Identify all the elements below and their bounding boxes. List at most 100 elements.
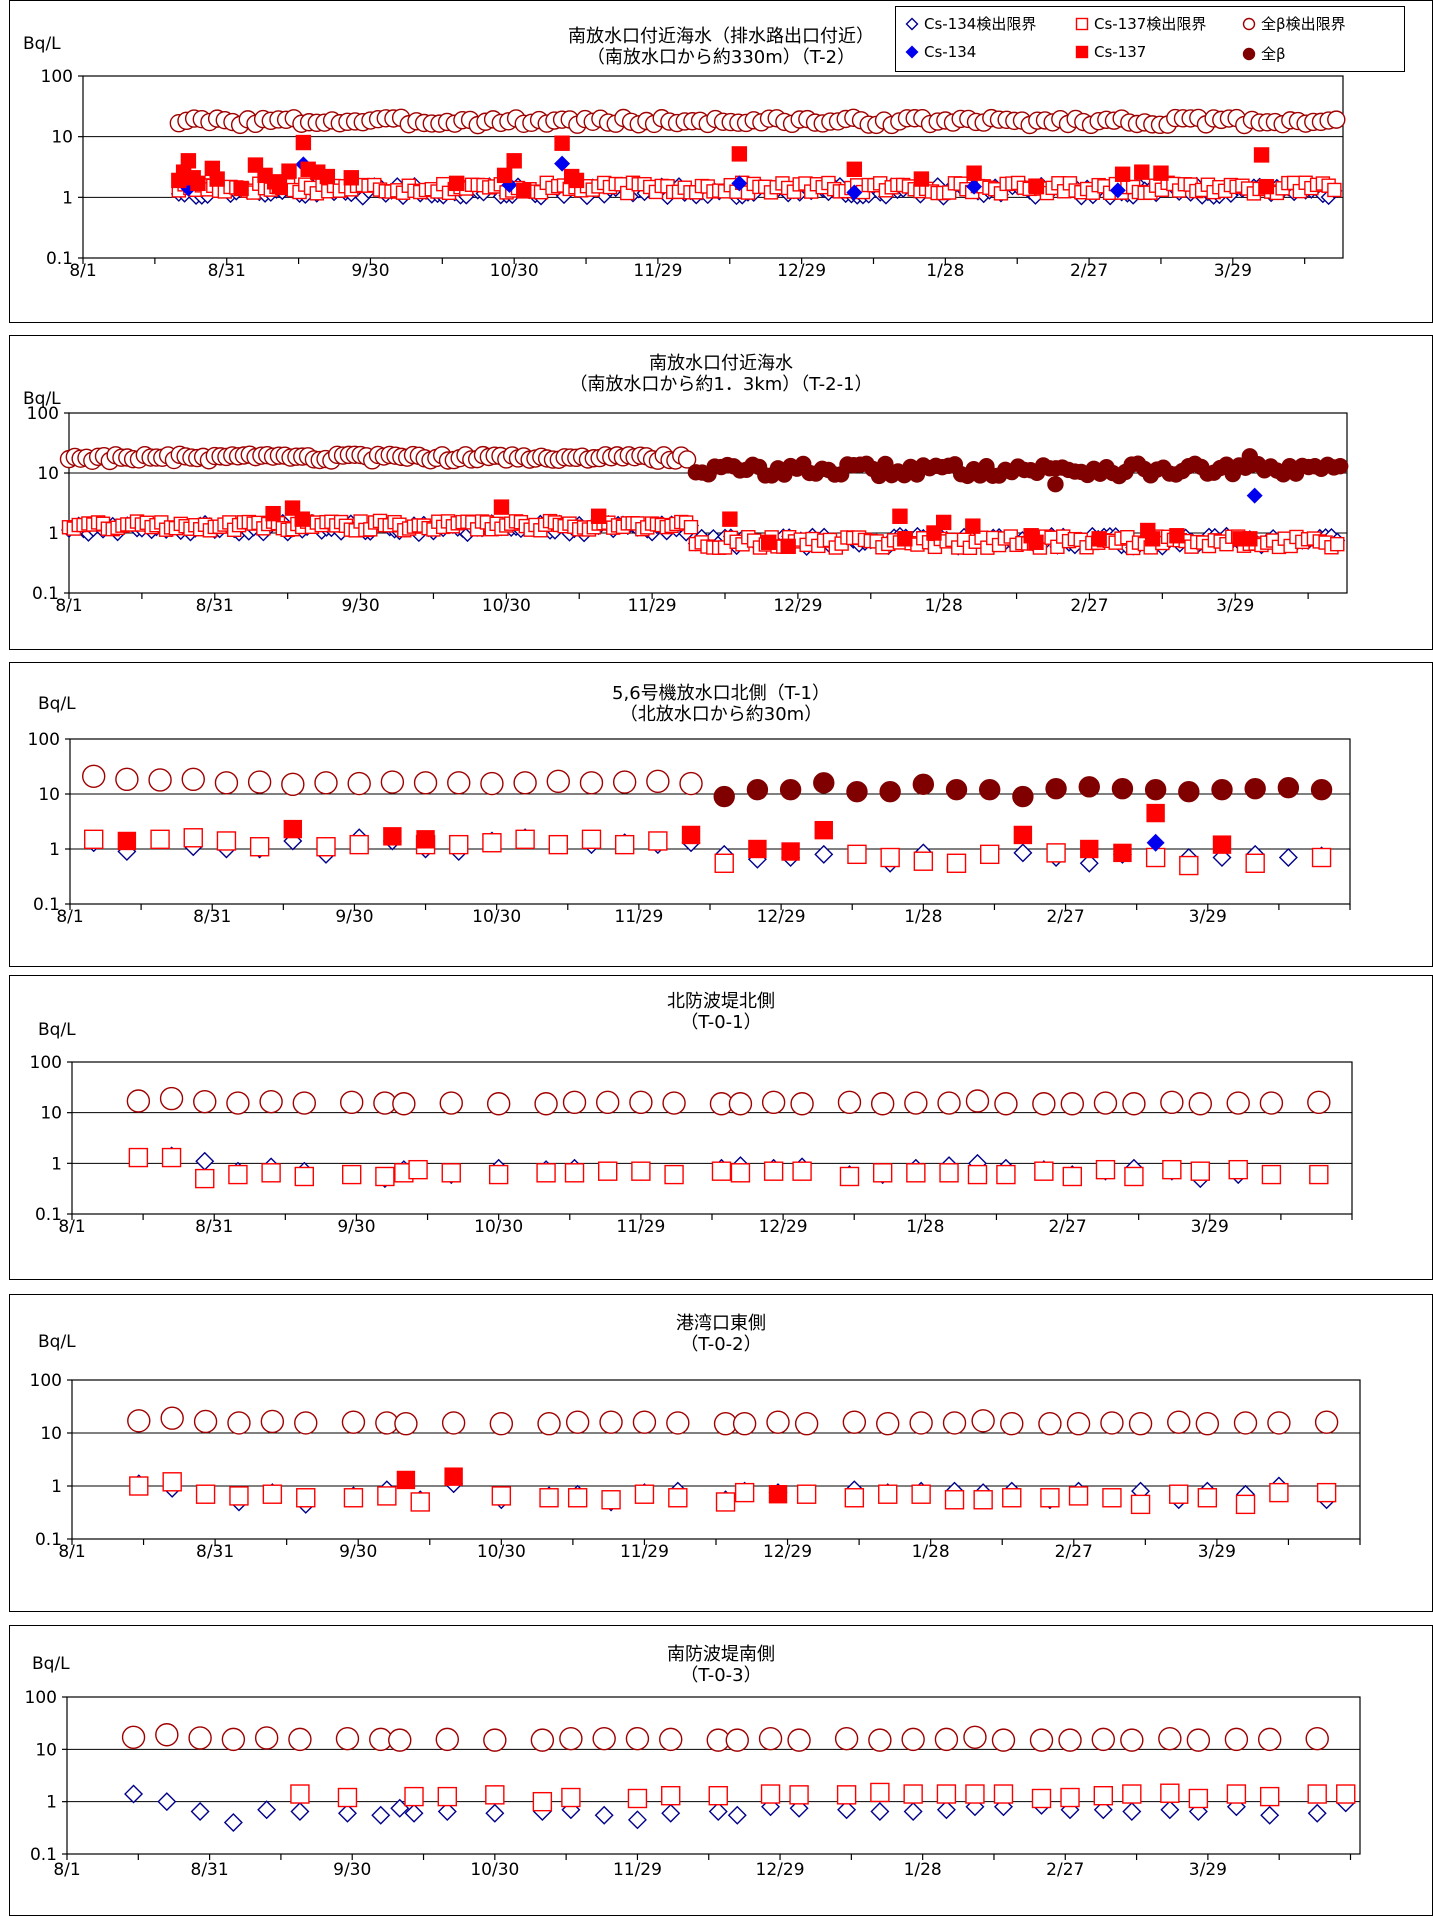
series-cs137_dl <box>688 529 1345 556</box>
data-point-cs137_dl <box>839 1166 860 1187</box>
data-point-cs137_dl <box>1062 1166 1082 1187</box>
legend-item-cs137: Cs-137 <box>1074 43 1146 61</box>
data-point-beta_dl <box>193 1409 218 1434</box>
data-point-cs137_dl <box>1309 1164 1329 1185</box>
data-point-beta_dl <box>513 771 537 795</box>
data-point-beta_dl <box>155 1723 179 1747</box>
data-point-beta <box>1331 457 1349 475</box>
data-point-cs134_dl <box>837 1800 857 1820</box>
data-point-beta_dl <box>646 769 670 794</box>
data-point-beta_dl <box>629 1090 653 1115</box>
data-point-beta <box>1045 777 1067 800</box>
data-point-beta_dl <box>447 771 471 795</box>
chart-title-line: （T-0-3） <box>680 1665 762 1686</box>
data-point-beta_dl <box>259 1089 283 1114</box>
data-point-beta <box>1012 785 1034 808</box>
data-point-beta_dl <box>834 1726 859 1751</box>
data-point-beta_dl <box>188 1726 212 1750</box>
data-point-beta_dl <box>1267 1411 1291 1435</box>
data-point-beta_dl <box>1120 1728 1144 1752</box>
data-point-cs137_dl <box>195 1484 216 1504</box>
data-point-cs134_dl <box>290 1801 310 1821</box>
data-point-cs137 <box>1080 839 1099 859</box>
data-point-cs137_dl <box>349 834 369 855</box>
data-point-beta_dl <box>901 1727 925 1752</box>
data-point-beta_dl <box>870 1092 895 1116</box>
data-point-beta_dl <box>612 770 637 794</box>
data-point-beta_dl <box>483 1728 507 1752</box>
data-point-beta_dl <box>1224 1727 1249 1752</box>
chart-title-line: 5,6号機放水口北側（T-1） <box>612 683 830 704</box>
legend-swatch <box>1075 17 1089 30</box>
x-tick-label: 11/29 <box>613 1860 662 1880</box>
data-point-beta_dl <box>1032 1092 1056 1116</box>
data-point-beta_dl <box>314 771 338 795</box>
data-point-cs137_dl <box>668 1488 688 1508</box>
data-point-beta_dl <box>441 1411 466 1435</box>
data-point-cs134_dl <box>437 1801 457 1821</box>
data-point-cs137 <box>1242 531 1258 547</box>
data-point-beta_dl <box>227 1411 251 1435</box>
data-point-cs137 <box>1114 166 1131 182</box>
data-point-cs137 <box>496 167 513 184</box>
data-point-cs137_dl <box>1169 1484 1189 1504</box>
data-point-cs137_dl <box>408 1159 428 1180</box>
data-point-cs134 <box>846 184 863 201</box>
chart-panel: 5,6号機放水口北側（T-1） （北放水口から約30m） Bq/L 100 10 1 0.1… <box>9 662 1433 967</box>
data-point-cs137 <box>1258 178 1275 195</box>
data-point-cs137_dl <box>973 1490 993 1510</box>
x-tick-label: 8/1 <box>56 907 83 927</box>
data-point-cs137_dl <box>661 1786 681 1806</box>
data-point-cs137_dl <box>844 1488 865 1508</box>
data-point-cs137_dl <box>1307 1784 1327 1804</box>
data-point-cs137 <box>590 508 607 524</box>
y-axis-label: Bq/L <box>32 1654 70 1674</box>
data-point-cs137 <box>814 820 833 840</box>
data-point-beta_dl <box>666 1411 690 1435</box>
data-point-cs134_dl <box>485 1803 505 1823</box>
data-point-beta_dl <box>659 1727 683 1752</box>
legend-marker-icon <box>905 45 919 59</box>
data-point-cs137 <box>748 839 767 859</box>
data-point-beta_dl <box>294 1411 318 1435</box>
data-point-beta_dl <box>1122 1092 1146 1116</box>
x-tick-label: 2/27 <box>1055 1542 1093 1562</box>
data-point-cs137_dl <box>598 1161 618 1181</box>
data-point-cs137_dl <box>996 1164 1016 1185</box>
legend-label: Cs-134 <box>924 43 977 61</box>
x-tick-label: 10/30 <box>470 1860 519 1880</box>
data-point-cs137 <box>444 1467 463 1486</box>
data-point-cs137_dl <box>903 1784 923 1804</box>
data-point-cs134_dl <box>903 1801 923 1821</box>
data-point-beta_dl <box>1195 1411 1220 1436</box>
data-point-beta_dl <box>160 1406 184 1430</box>
data-point-beta_dl <box>559 1726 583 1751</box>
data-point-beta_dl <box>625 1726 650 1751</box>
data-point-cs137_dl <box>162 1472 182 1492</box>
data-point-cs137_dl <box>1124 1166 1144 1187</box>
chart-title: 5,6号機放水口北側（T-1） （北放水口から約30m） <box>10 683 1432 725</box>
data-point-beta_dl <box>340 1090 364 1115</box>
data-point-beta <box>1144 778 1167 801</box>
data-point-cs137_dl <box>296 1488 316 1508</box>
data-point-cs137_dl <box>1160 1783 1180 1803</box>
data-point-cs137_dl <box>1040 1488 1060 1508</box>
data-point-beta_dl <box>1327 110 1346 129</box>
data-point-beta <box>979 778 1001 801</box>
y-tick-label: 100 <box>30 1053 62 1073</box>
data-point-cs137 <box>1169 528 1185 544</box>
series-beta <box>713 772 1333 808</box>
data-point-cs134_dl <box>157 1792 177 1812</box>
data-point-beta <box>1277 777 1300 799</box>
x-tick-label: 12/29 <box>759 1217 808 1237</box>
data-point-cs137_dl <box>993 1784 1014 1804</box>
data-point-beta_dl <box>599 1410 623 1434</box>
data-point-cs137 <box>294 511 310 527</box>
data-point-cs137 <box>1253 147 1270 163</box>
data-point-cs137 <box>1113 843 1132 863</box>
legend-marker-icon <box>905 17 919 30</box>
legend-label: 全β検出限界 <box>1261 15 1346 33</box>
x-tick-label: 1/28 <box>912 1542 950 1562</box>
